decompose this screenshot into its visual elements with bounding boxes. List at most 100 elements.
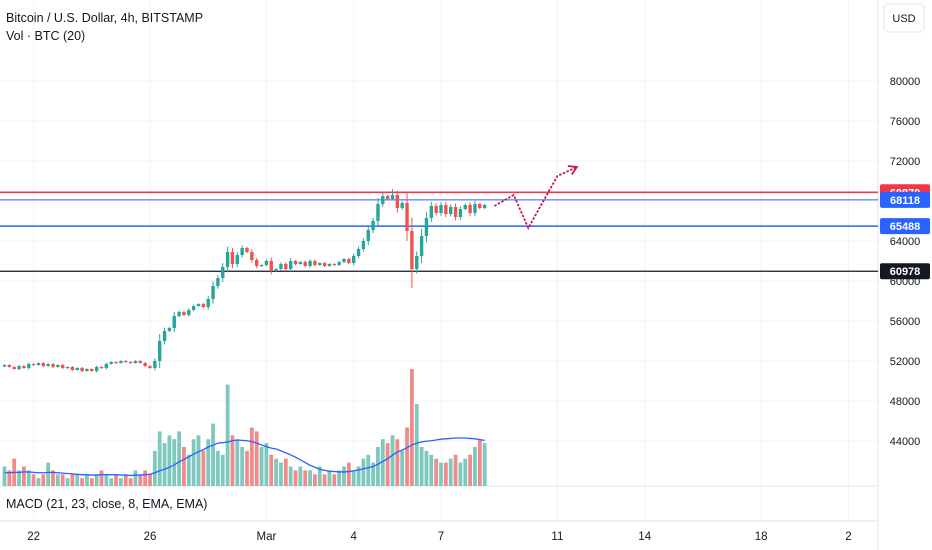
candle-body xyxy=(342,259,346,262)
volume-bar xyxy=(405,427,409,486)
candle-body xyxy=(104,364,109,368)
volume-indicator-label: Vol · BTC (20) xyxy=(6,29,85,43)
candle-body xyxy=(211,286,215,299)
candle-body xyxy=(61,365,65,368)
volume-bar xyxy=(22,466,26,486)
price-tick-label: 72000 xyxy=(890,156,921,168)
candle-body xyxy=(114,362,118,364)
price-tick-label: 56000 xyxy=(890,316,921,328)
volume-bar xyxy=(361,458,366,486)
volume-bar xyxy=(342,466,346,486)
horizontal-levels[interactable] xyxy=(0,191,878,272)
volume-bar xyxy=(473,447,477,486)
candle-body xyxy=(162,331,167,341)
volume-bar xyxy=(119,478,123,486)
candle-body xyxy=(288,261,293,269)
time-tick-label: 2 xyxy=(845,531,851,543)
volume-bars xyxy=(2,369,487,486)
volume-bar xyxy=(36,478,41,486)
candle-body xyxy=(191,306,196,310)
candle-body xyxy=(177,312,181,316)
candle-body xyxy=(269,261,273,271)
candle-body xyxy=(216,278,220,286)
candle-body xyxy=(361,241,366,249)
candle-body xyxy=(245,248,249,252)
volume-bar xyxy=(249,427,254,486)
candle-body xyxy=(390,195,395,199)
candle-body xyxy=(119,361,123,363)
volume-bar xyxy=(152,450,157,486)
candle-body xyxy=(167,328,172,331)
volume-bar xyxy=(225,384,230,486)
volume-bar xyxy=(143,470,148,486)
volume-bar xyxy=(298,466,303,486)
candle-body xyxy=(22,366,26,368)
candle-body xyxy=(235,255,239,264)
candle-body xyxy=(99,367,104,369)
currency-button-label: USD xyxy=(892,13,915,25)
candle-body xyxy=(94,367,99,371)
volume-bar xyxy=(366,454,371,486)
time-tick-label: 26 xyxy=(144,531,157,543)
currency-button[interactable]: USD xyxy=(883,3,925,33)
candle-body xyxy=(482,205,487,208)
volume-bar xyxy=(138,474,143,486)
candle-body xyxy=(250,252,254,260)
candle-body xyxy=(41,363,45,366)
volume-bar xyxy=(128,478,133,486)
price-tag-label: 68118 xyxy=(890,195,920,207)
volume-bar xyxy=(157,431,162,486)
price-tick-label: 76000 xyxy=(890,116,921,128)
volume-bar xyxy=(186,454,191,486)
volume-bar xyxy=(104,474,109,486)
candle-body xyxy=(7,365,12,367)
candle-body xyxy=(327,264,332,266)
volume-bar xyxy=(283,458,288,486)
candle-body xyxy=(356,249,361,256)
volume-bar xyxy=(70,474,75,486)
candle-body xyxy=(182,312,186,315)
candle-body xyxy=(138,361,142,363)
candle-body xyxy=(444,205,448,214)
volume-bar xyxy=(259,447,264,486)
volume-bar xyxy=(254,431,259,486)
candle-body xyxy=(172,316,176,328)
price-tag-68118 xyxy=(880,191,930,208)
candle-body xyxy=(75,368,79,370)
candle-body xyxy=(221,267,225,278)
volume-bar xyxy=(371,462,375,486)
volume-bar xyxy=(313,474,317,486)
candle-body xyxy=(264,261,269,265)
candle-body xyxy=(240,248,244,255)
candle-body xyxy=(201,304,206,307)
volume-bar xyxy=(346,462,351,486)
candle-body xyxy=(206,299,210,307)
volume-bar xyxy=(429,454,434,486)
volume-bar xyxy=(230,435,235,486)
macd-indicator-label: MACD (21, 23, close, 8, EMA, EMA) xyxy=(6,497,207,511)
volume-bar xyxy=(133,470,138,486)
volume-bar xyxy=(55,474,60,486)
candle-body xyxy=(46,364,50,366)
price-tag-label: 65488 xyxy=(890,221,921,233)
volume-bar xyxy=(264,443,269,486)
candle-body xyxy=(449,207,453,214)
candle-body xyxy=(27,364,31,368)
candle-body xyxy=(148,366,152,368)
volume-bar xyxy=(7,470,12,486)
price-tick-label: 52000 xyxy=(890,356,921,368)
volume-bar xyxy=(94,474,99,486)
candle-body xyxy=(90,369,94,371)
volume-bar xyxy=(148,474,152,486)
volume-bar xyxy=(51,470,55,486)
volume-bar xyxy=(477,439,482,486)
price-tick-label: 48000 xyxy=(890,396,921,408)
candle-body xyxy=(468,205,472,213)
price-tick-label: 64000 xyxy=(890,236,921,248)
candle-body xyxy=(347,259,351,263)
projection-arrow[interactable] xyxy=(493,165,579,231)
volume-bar xyxy=(434,458,439,486)
volume-bar xyxy=(26,470,31,486)
candle-body xyxy=(259,265,264,267)
